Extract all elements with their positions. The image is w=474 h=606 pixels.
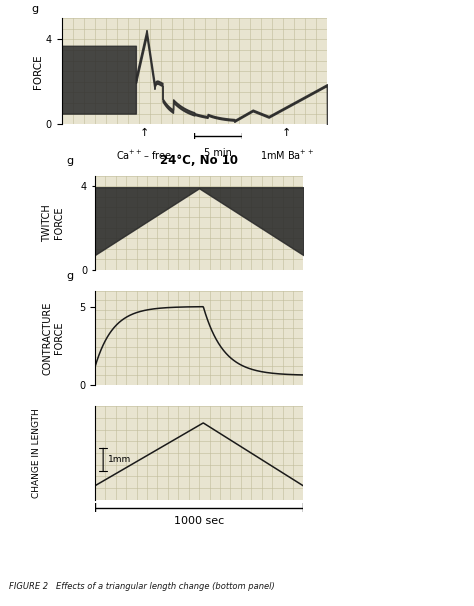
- Text: 1mM Ba$^{++}$: 1mM Ba$^{++}$: [260, 148, 314, 162]
- Text: 24°C, No 10: 24°C, No 10: [160, 154, 238, 167]
- Text: ↑: ↑: [282, 128, 292, 138]
- Text: Ca$^{++}$– free: Ca$^{++}$– free: [117, 148, 173, 162]
- Text: g: g: [31, 4, 39, 14]
- Text: CHANGE IN LENGTH: CHANGE IN LENGTH: [32, 408, 41, 498]
- Text: CONTRACTURE
FORCE: CONTRACTURE FORCE: [42, 301, 64, 375]
- Text: TWITCH
FORCE: TWITCH FORCE: [42, 204, 64, 242]
- Text: g: g: [66, 156, 73, 166]
- Text: g: g: [66, 271, 73, 281]
- Text: ↑: ↑: [140, 128, 149, 138]
- Text: 1000 sec: 1000 sec: [174, 516, 224, 527]
- Text: 1mm: 1mm: [109, 455, 132, 464]
- Y-axis label: FORCE: FORCE: [33, 54, 43, 88]
- Text: 5 min: 5 min: [204, 148, 232, 159]
- Text: FIGURE 2   Effects of a triangular length change (bottom panel): FIGURE 2 Effects of a triangular length …: [9, 582, 275, 591]
